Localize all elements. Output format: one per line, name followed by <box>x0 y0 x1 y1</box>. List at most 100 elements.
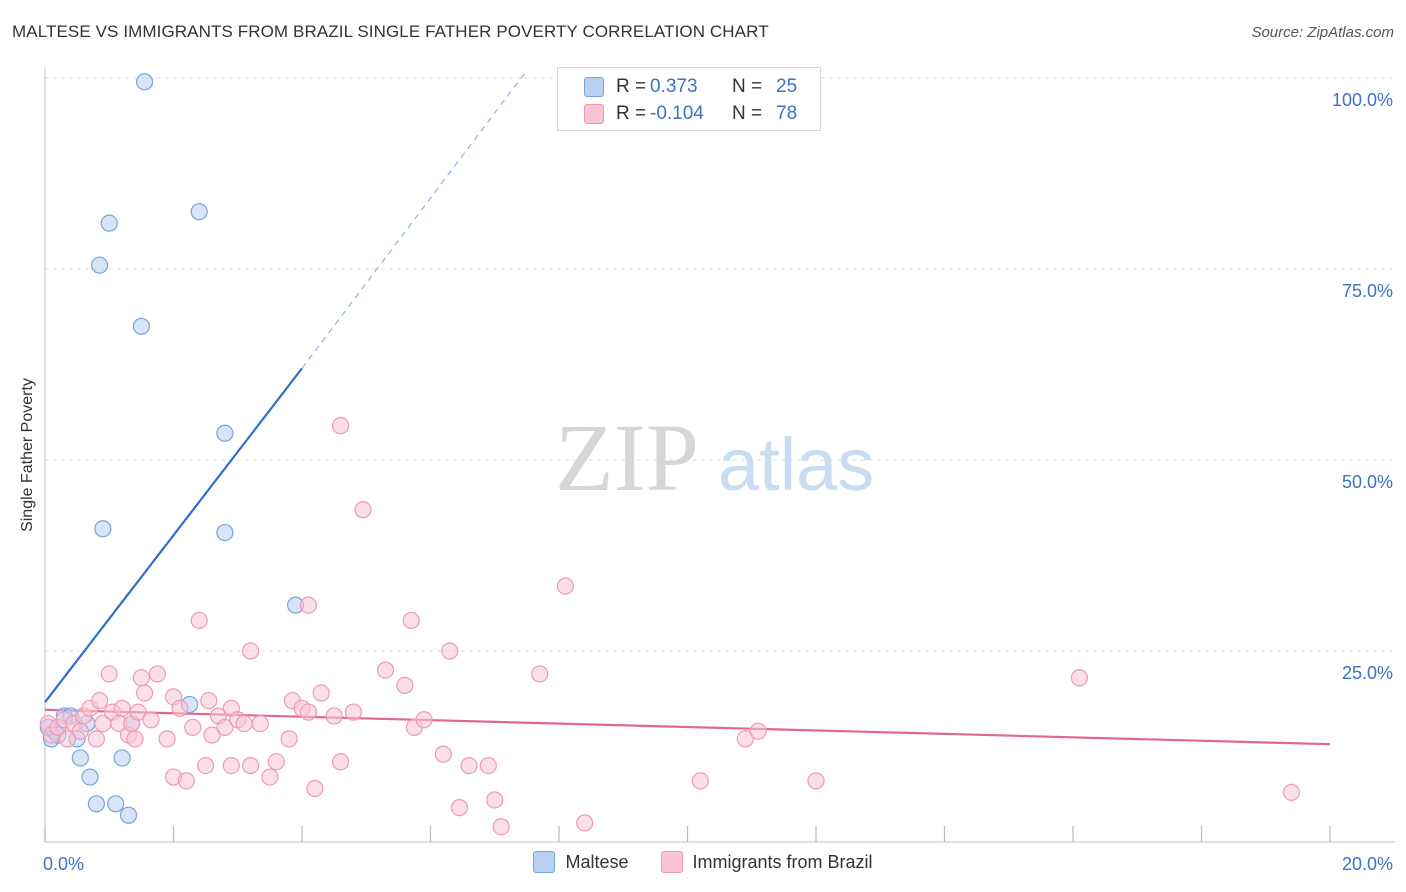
brazil-point <box>691 772 709 790</box>
maltese-point <box>87 795 106 813</box>
brazil-point <box>267 753 285 771</box>
brazil-point <box>132 669 150 687</box>
y-tick-label: 100.0% <box>1332 90 1393 110</box>
brazil-point <box>184 718 202 737</box>
y-tick-label: 75.0% <box>1342 281 1393 301</box>
brazil-point <box>261 768 279 786</box>
brazil-point <box>434 745 452 763</box>
brazil-point <box>531 665 549 683</box>
legend-row-brazil: R = -0.104 N = 78 <box>584 102 797 126</box>
brazil-point <box>242 642 260 660</box>
series-legend: Maltese Immigrants from Brazil <box>0 851 1406 873</box>
maltese-point <box>113 749 131 767</box>
brazil-point <box>126 730 144 748</box>
brazil-point <box>299 596 318 614</box>
legend-r-value: -0.104 <box>650 103 704 124</box>
maltese-point <box>132 317 150 335</box>
brazil-point <box>331 417 350 435</box>
legend-item-maltese[interactable]: Maltese <box>533 851 629 873</box>
legend-r-value: 0.373 <box>650 76 698 97</box>
brazil-point <box>148 665 167 683</box>
maltese-point <box>119 806 138 824</box>
brazil-point <box>736 730 754 748</box>
legend-n-value: 78 <box>776 103 798 124</box>
brazil-point <box>222 756 240 775</box>
legend-n-value: 25 <box>776 76 798 97</box>
brazil-point <box>441 642 459 660</box>
brazil-point <box>299 703 318 721</box>
maltese-point <box>107 795 125 813</box>
maltese-point <box>94 520 112 538</box>
legend-r-label: R = <box>616 76 647 97</box>
legend-n-label: N = <box>732 76 763 97</box>
maltese-point <box>81 768 99 786</box>
brazil-point <box>91 692 109 710</box>
tick-labels: 100.0% 75.0% 50.0% 25.0% 0.0% 20.0% <box>43 90 1393 874</box>
maltese-point <box>190 203 208 221</box>
legend-r-label: R = <box>616 103 647 124</box>
brazil-point <box>200 692 218 710</box>
brazil-point <box>556 577 575 595</box>
legend-swatch-brazil <box>660 851 683 873</box>
brazil-point <box>142 711 160 729</box>
brazil-point <box>492 818 510 836</box>
brazil-point <box>325 707 343 725</box>
page-title: MALTESE VS IMMIGRANTS FROM BRAZIL SINGLE… <box>12 22 769 41</box>
brazil-point <box>1070 669 1089 687</box>
brazil-point <box>479 756 497 775</box>
brazil-point <box>1282 783 1301 801</box>
brazil-point <box>396 676 414 694</box>
brazil-point <box>280 730 298 748</box>
maltese-point <box>91 256 109 274</box>
maltese-point <box>216 523 234 542</box>
x-tick-label: 20.0% <box>1342 854 1393 874</box>
brazil-point <box>344 703 362 721</box>
maltese-point <box>71 749 89 767</box>
maltese-trend-line <box>44 367 303 703</box>
correlation-legend: R = 0.373 N = 25 R = -0.104 N = 78 <box>557 67 821 131</box>
data-points <box>39 73 1301 836</box>
axes <box>44 68 1395 843</box>
watermark-zip: ZIP <box>555 404 699 511</box>
y-tick-label: 25.0% <box>1342 663 1393 683</box>
brazil-point <box>203 726 221 744</box>
brazil-point <box>312 684 330 702</box>
source-label: Source: ZipAtlas.com <box>1251 24 1394 41</box>
brazil-point <box>415 711 433 729</box>
brazil-point <box>129 703 147 721</box>
brazil-point <box>242 756 260 775</box>
brazil-point <box>251 714 269 733</box>
maltese-point <box>216 424 234 442</box>
y-tick-label: 50.0% <box>1342 472 1393 492</box>
brazil-point <box>87 730 106 748</box>
brazil-point <box>576 814 594 832</box>
legend-row-maltese: R = 0.373 N = 25 <box>584 75 797 99</box>
legend-item-brazil[interactable]: Immigrants from Brazil <box>660 851 873 873</box>
legend-n-label: N = <box>732 103 763 124</box>
brazil-point <box>376 661 395 679</box>
brazil-point <box>235 714 253 733</box>
brazil-point <box>71 722 89 740</box>
brazil-point <box>113 699 131 717</box>
brazil-point <box>158 730 176 748</box>
brazil-point <box>216 718 234 737</box>
brazil-point <box>460 756 478 775</box>
maltese-point <box>135 73 154 91</box>
legend-label-brazil: Immigrants from Brazil <box>692 851 873 872</box>
maltese-point <box>100 214 118 232</box>
brazil-point <box>402 611 420 630</box>
brazil-point <box>354 501 372 519</box>
gridlines <box>45 77 1395 652</box>
brazil-point <box>331 753 350 771</box>
brazil-point <box>171 699 189 717</box>
legend-swatch-brazil <box>584 104 604 124</box>
brazil-point <box>100 665 118 683</box>
legend-label-maltese: Maltese <box>565 851 629 872</box>
brazil-point <box>749 722 767 740</box>
brazil-point <box>197 756 215 775</box>
brazil-point <box>135 684 154 702</box>
legend-swatch-maltese <box>584 77 604 97</box>
maltese-trend-extension <box>301 69 528 369</box>
legend-swatch-maltese <box>533 851 556 873</box>
